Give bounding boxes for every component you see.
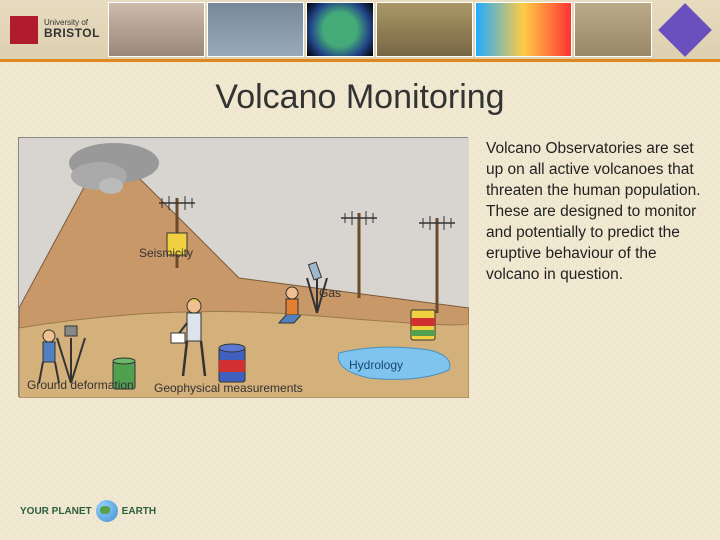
label-seismicity: Seismicity bbox=[139, 246, 193, 260]
bristol-logo: University of BRISTOL bbox=[10, 16, 100, 44]
collage-photo bbox=[574, 2, 652, 57]
earth-sciences-badge bbox=[660, 5, 710, 55]
footer-badge: YOUR PLANET EARTH bbox=[20, 500, 156, 522]
bristol-crest-icon bbox=[10, 16, 38, 44]
footer-text-right: EARTH bbox=[122, 506, 156, 517]
collage-photo bbox=[376, 2, 473, 57]
monitoring-diagram: Seismicity Gas Hydrology Ground deformat… bbox=[18, 137, 468, 397]
label-geophysical: Geophysical measurements bbox=[154, 381, 303, 395]
collage-map bbox=[475, 2, 572, 57]
collage-photo bbox=[108, 2, 205, 57]
globe-icon bbox=[96, 500, 118, 522]
collage-globe-icon bbox=[306, 2, 374, 57]
page-title: Volcano Monitoring bbox=[0, 78, 720, 117]
university-name: BRISTOL bbox=[44, 27, 100, 40]
collage-photo bbox=[207, 2, 304, 57]
content-row: Seismicity Gas Hydrology Ground deformat… bbox=[0, 117, 720, 397]
footer-text-left: YOUR PLANET bbox=[20, 506, 92, 517]
bristol-text: University of BRISTOL bbox=[44, 19, 100, 41]
label-ground-deformation: Ground deformation bbox=[27, 378, 134, 392]
label-gas: Gas bbox=[319, 286, 341, 300]
earth-sciences-icon bbox=[658, 3, 712, 57]
header-photo-collage bbox=[108, 2, 652, 57]
label-hydrology: Hydrology bbox=[349, 358, 403, 372]
body-paragraph: Volcano Observatories are set up on all … bbox=[486, 137, 702, 397]
header-bar: University of BRISTOL bbox=[0, 0, 720, 62]
